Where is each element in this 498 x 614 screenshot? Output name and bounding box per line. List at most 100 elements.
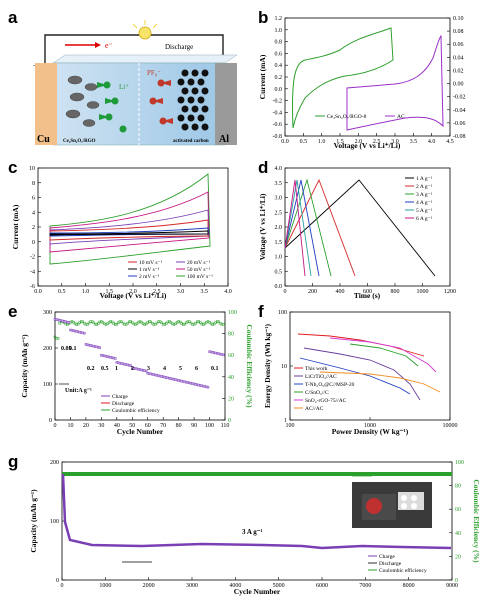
ce-point [217,320,221,324]
d-ytick-label: 2.5 [275,210,283,216]
capacity-point [222,353,225,357]
b-right-ytick-label: -0.08 [453,134,466,140]
anode-label: Ce₂Sn₂O₇/RGO [63,139,96,144]
d-xtick-label: 0 [284,289,287,295]
d-ytick-label: 3.5 [275,181,283,187]
f-ytick-label: 10 [281,364,287,370]
capacity-point [206,386,210,389]
capacity-point [129,364,132,367]
ce-point [132,322,136,326]
e-ytick-label: 100 [43,382,52,388]
loop-1mv [49,230,209,236]
ce-point [222,322,225,326]
ce-point [191,323,194,326]
rate-label: 5 [179,366,182,372]
rate-label: 4 [163,366,166,372]
b-ylabel: Current (mA) [258,54,267,99]
ce-point [123,323,126,326]
e-xtick-label: 50 [129,423,135,429]
b-left-ytick-label: -0.2 [273,99,283,105]
capacity-point [67,321,71,324]
panel-label-e: e [8,302,18,321]
loop-20mv [49,209,210,245]
ce-point [81,320,85,324]
pf6-label: PF₆⁻ [147,69,161,77]
panel-label-d: d [258,158,269,177]
ce-point [211,323,214,326]
rate-label: 0.05 [61,346,72,352]
b-left-ytick-label: 0.0 [275,87,283,93]
discharge-label: Discharge [165,43,193,51]
ce-point [70,320,74,323]
f-xlabel: Power Density (W kg⁻¹) [332,427,409,436]
ce-band [62,472,452,476]
al-label: Al [219,134,229,145]
ce-point [220,323,224,326]
li-ions [97,81,127,133]
loop-50mv [49,191,210,253]
ce-point [64,322,68,326]
g-legend-label: Coulombic efficiency [379,567,427,574]
panel-label-a: a [8,8,18,27]
ce-point [177,320,180,323]
ce-point [174,322,177,326]
b-right-ytick-label: -0.02 [453,95,466,101]
ce-point [104,323,108,326]
ce-point [89,320,92,323]
b-left-ytick-label: 0.6 [275,51,283,57]
ce-point [172,323,176,326]
ce-point [152,323,156,326]
b-right-ytick-label: 0.10 [453,16,464,22]
f-ytick-label: 100 [278,310,287,316]
d-xtick-label: 600 [363,289,372,295]
b-right-ytick-label: -0.06 [453,121,466,127]
li-ion-label: Li⁺ [119,83,129,91]
ce-point [199,321,202,324]
ce-point [126,321,129,325]
c-xtick-label: 1.5 [106,289,114,295]
panel-f-ragone: 100 1000 10000 1 10 100 This work LiCrTiO₄//AC… [263,310,458,436]
d-ytick-label: 2.0 [275,225,283,231]
e-xtick-label: 20 [83,423,89,429]
d-legend-label: 4 A g⁻¹ [416,200,433,206]
ce-point [76,322,80,326]
e-legend-label: Coulombic efficiency [112,407,160,414]
g-right-ytick-label: 60 [455,507,461,513]
series-acac [319,371,441,393]
c-legend-label: 2 mV s⁻¹ [139,274,160,280]
c-xtick-label: 3.0 [177,289,185,295]
capacity-point [144,369,148,373]
g-right-ytick-label: 40 [455,531,461,537]
g-legend-label: Charge [379,554,395,560]
c-legend-label: 100 mV s⁻¹ [187,274,213,280]
panel-e-rate: 0 10 20 30 40 50 60 70 80 90 100 110010020030002040… [20,310,254,436]
e-ylabel2: Coulombic Efficiency (%) [245,324,254,408]
g-legend-label: Discharge [379,561,402,567]
ce-point [87,321,91,325]
c-xtick-label: 2.0 [129,289,137,295]
ce-point [58,321,61,325]
loop-10mv [49,219,209,241]
g-xlabel: Cycle Number [234,587,281,596]
ce-point [195,320,199,324]
g-xtick-label: 4000 [229,583,241,589]
b-left-ytick-label: 0.2 [275,75,283,81]
ce-point [148,320,151,323]
b-xtick-label: 1.5 [336,139,344,145]
rate-label: 0.2 [87,366,95,372]
loop-2mv [49,227,209,237]
c-xtick-label: 1.0 [82,289,90,295]
d-xtick-label: 400 [336,289,345,295]
ce-point [120,320,123,324]
loop-100mv [49,173,211,265]
ce-point [72,320,75,324]
b-xtick-label: 0.0 [281,139,289,145]
d-ylabel: Voltage (V vs Li⁺/Li) [258,193,267,260]
b-xtick-label: 4.0 [428,139,436,145]
ce-point [118,320,122,323]
capacity-point [83,332,86,335]
g-xtick-label: 7000 [359,583,371,589]
coulombic-efficiency-points [53,320,225,340]
c-xtick-label: 0.5 [58,289,66,295]
rate-label: 2 [131,366,134,372]
